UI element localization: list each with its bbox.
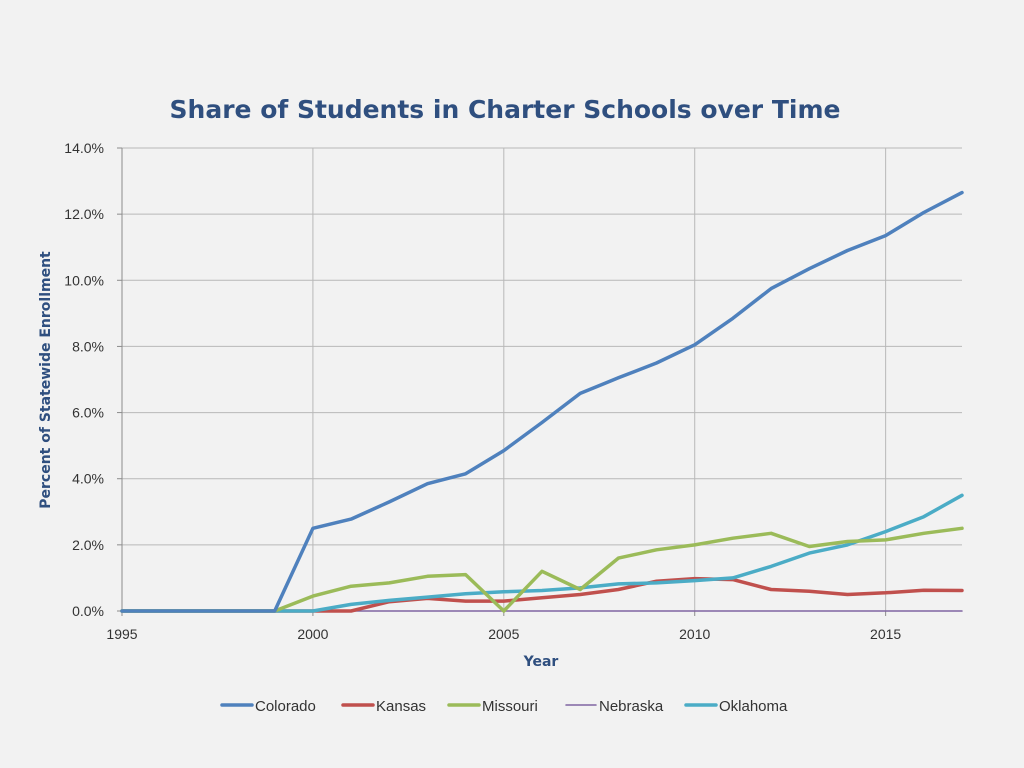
- x-axis-title: Year: [523, 654, 559, 670]
- series-line-colorado: [120, 190, 964, 613]
- legend-label-colorado: Colorado: [255, 698, 316, 715]
- x-tick-label: 2010: [679, 626, 710, 642]
- series-lines: [120, 190, 964, 613]
- x-tick-label: 2000: [297, 626, 328, 642]
- y-tick-label: 0.0%: [72, 603, 104, 619]
- y-axis-title: Percent of Statewide Enrollment: [38, 251, 54, 509]
- legend-label-oklahoma: Oklahoma: [719, 698, 788, 715]
- tick-labels: 0.0% 2.0% 4.0% 6.0% 8.0% 10.0% 12.0% 14.0% 1995 2…: [64, 140, 901, 642]
- y-tick-label: 10.0%: [64, 272, 104, 288]
- y-tick-label: 14.0%: [64, 140, 104, 156]
- legend-label-kansas: Kansas: [376, 698, 426, 715]
- y-tick-label: 2.0%: [72, 537, 104, 553]
- legend-label-nebraska: Nebraska: [599, 698, 664, 715]
- chart-title: Share of Students in Charter Schools ove…: [170, 95, 841, 124]
- x-tick-label: 2005: [488, 626, 519, 642]
- series-line-kansas: [120, 576, 964, 613]
- x-tick-label: 1995: [106, 626, 137, 642]
- grid: [122, 147, 962, 611]
- y-tick-label: 8.0%: [72, 338, 104, 354]
- legend: Colorado Kansas Missouri Nebraska Oklahoma: [220, 698, 788, 715]
- legend-label-missouri: Missouri: [482, 698, 538, 715]
- y-tick-label: 12.0%: [64, 206, 104, 222]
- y-tick-label: 4.0%: [72, 471, 104, 487]
- y-tick-label: 6.0%: [72, 405, 104, 421]
- x-tick-label: 2015: [870, 626, 901, 642]
